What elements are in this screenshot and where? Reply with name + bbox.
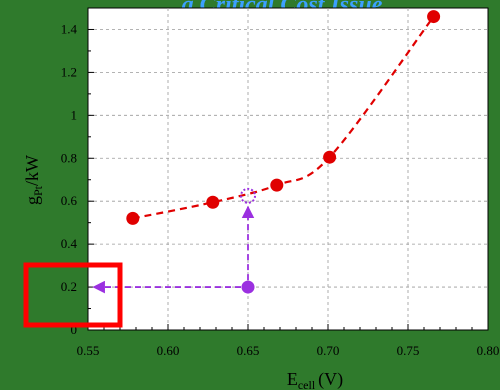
data-point: [323, 150, 337, 164]
x-tick-label: 0.75: [397, 343, 420, 358]
x-axis-title: Ecell (V): [287, 369, 343, 390]
filled-point-marker: [241, 280, 255, 294]
data-point: [126, 211, 140, 225]
axis-ticks: [87, 7, 489, 331]
series-line: [132, 15, 435, 220]
data-point: [427, 10, 441, 24]
y-tick-label: 0.6: [61, 193, 78, 208]
y-axis-title-main: g: [22, 196, 42, 205]
y-tick-label: 1.4: [61, 21, 78, 36]
x-axis-title-unit: (V): [318, 369, 343, 390]
x-tick-label: 0.55: [77, 343, 100, 358]
y-axis-title: gPt/kW: [22, 155, 45, 205]
y-axis-title-sub: Pt: [31, 185, 45, 196]
series-layer: [126, 10, 441, 225]
data-point: [206, 195, 220, 209]
x-tick-label: 0.60: [157, 343, 180, 358]
y-tick-label: 0.4: [61, 236, 78, 251]
open-point-marker: [240, 187, 256, 204]
y-tick-label: 0.8: [61, 150, 77, 165]
y-axis-title-unit: /kW: [22, 155, 42, 186]
tick-labels: 0.55 0.60 0.65 0.70 0.75 0.80 0 0.2 0.4 0.6 0.8 1 1.…: [61, 21, 500, 358]
y-tick-label: 1: [71, 107, 78, 122]
y-tick-label: 1.2: [61, 64, 77, 79]
plot-area: [87, 7, 489, 331]
grid: [88, 8, 488, 330]
data-point: [270, 178, 284, 192]
x-tick-label: 0.65: [237, 343, 260, 358]
x-tick-label: 0.70: [317, 343, 340, 358]
y-tick-label: 0: [71, 322, 78, 337]
x-tick-label: 0.80: [477, 343, 500, 358]
annotation-layer: [23, 187, 256, 328]
highlight-box: [23, 262, 123, 328]
y-tick-label: 0.2: [61, 279, 77, 294]
x-axis-title-sub: cell: [298, 378, 316, 390]
x-axis-title-main: E: [287, 369, 298, 389]
